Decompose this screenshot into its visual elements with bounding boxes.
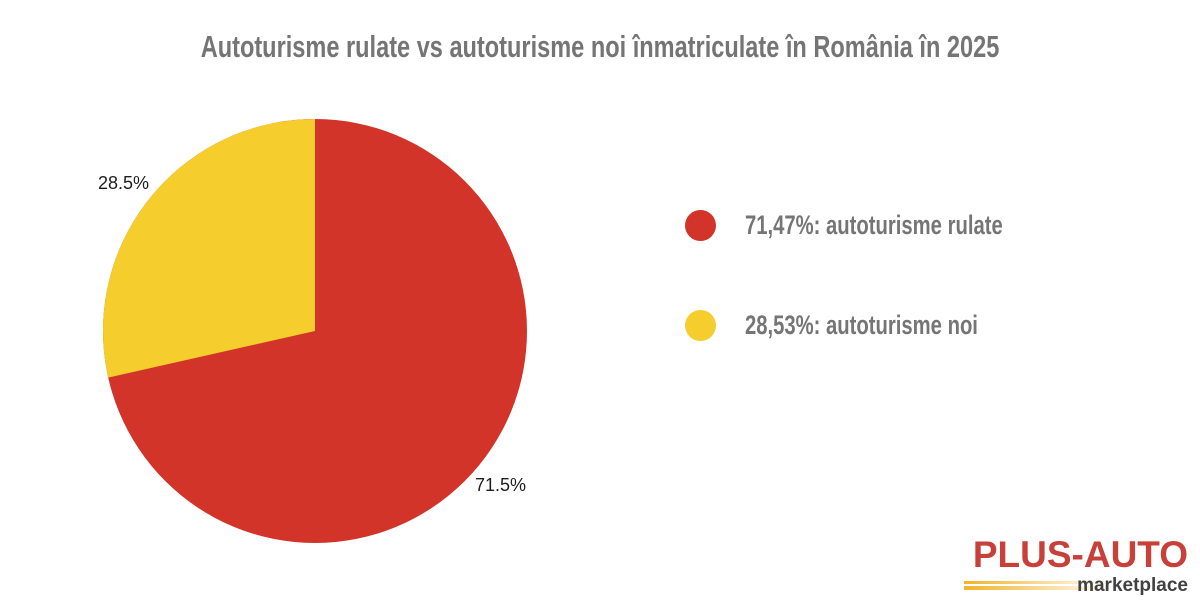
- brand-logo: PLUS-AUTO marketplace: [964, 536, 1188, 595]
- brand-wordmark: PLUS-AUTO: [972, 534, 1188, 575]
- legend-swatch-red-circle-icon: [685, 210, 716, 241]
- legend-swatch-yellow-circle-icon: [685, 310, 716, 341]
- legend-item-noi: 28,53%: autoturisme noi: [685, 310, 1089, 341]
- legend-item-rulate: 71,47%: autoturisme rulate: [685, 210, 1089, 241]
- brand-accent-line-icon: [964, 586, 1116, 590]
- brand-accent-line-icon: [964, 581, 1116, 584]
- pie-chart: [102, 119, 527, 543]
- chart-title: Autoturisme rulate vs autoturisme noi în…: [200, 29, 1000, 64]
- brand-logo-bottom: marketplace: [964, 576, 1188, 595]
- pie-slice-label-noi: 28.5%: [98, 173, 150, 193]
- pie-slice-noi: [102, 119, 315, 378]
- legend-label-noi: 28,53%: autoturisme noi: [745, 310, 978, 340]
- legend: 71,47%: autoturisme rulate 28,53%: autot…: [685, 210, 1089, 341]
- legend-label-rulate: 71,47%: autoturisme rulate: [745, 210, 1003, 240]
- pie-slice-label-rulate: 71.5%: [475, 475, 527, 495]
- brand-accent-lines: [964, 581, 1116, 590]
- brand-tagline: marketplace: [1077, 575, 1188, 596]
